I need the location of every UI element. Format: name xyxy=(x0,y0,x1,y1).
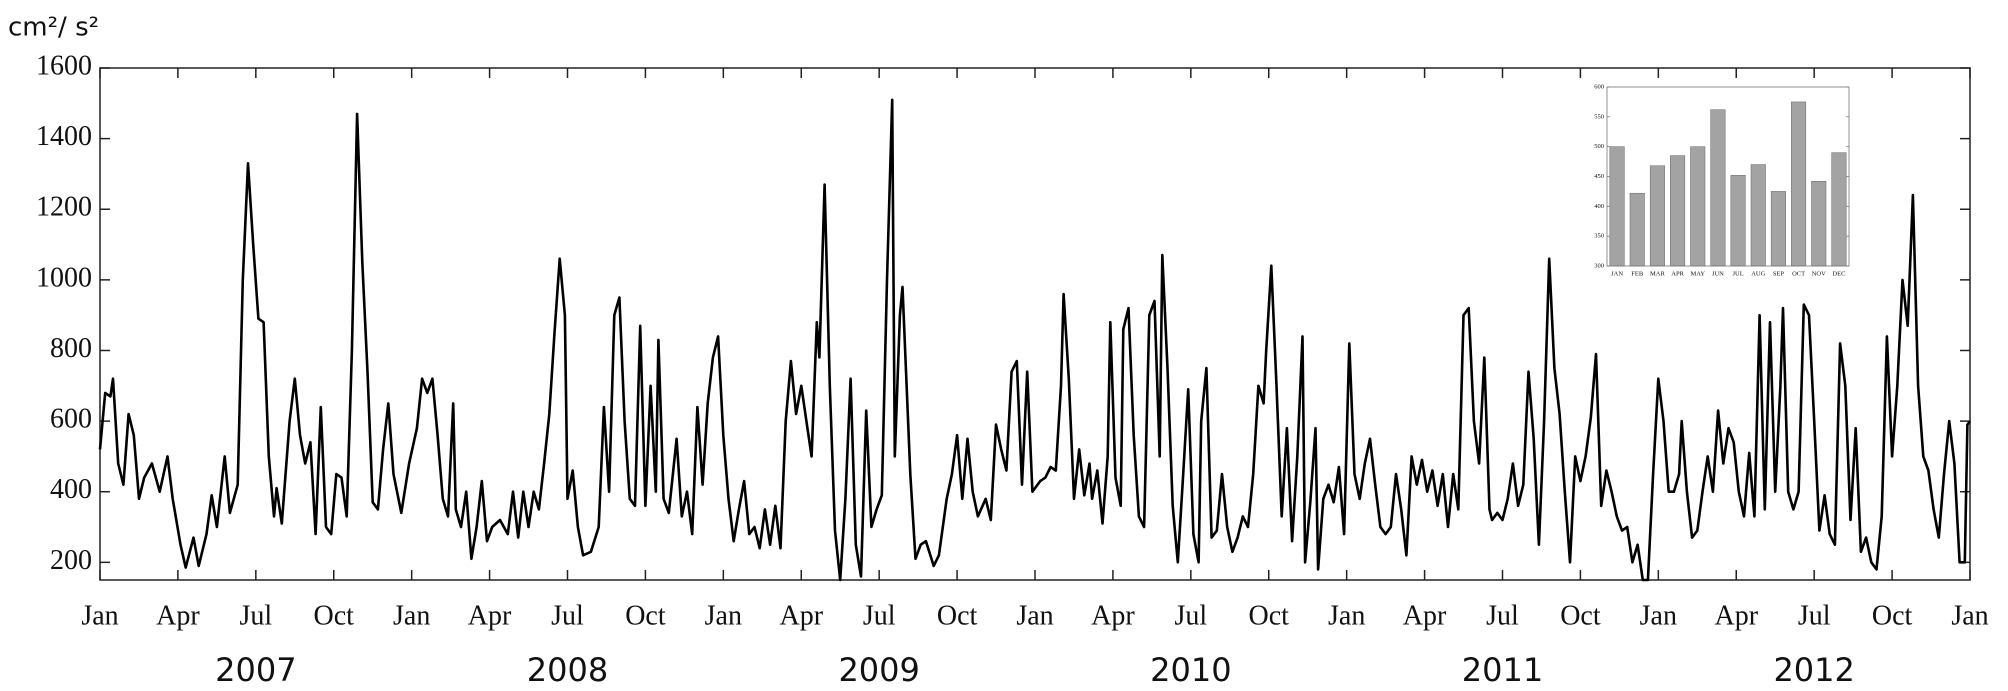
y-axis-label: cm²/ s² xyxy=(8,13,99,43)
y-tick-label: 300 xyxy=(1594,262,1604,269)
bar xyxy=(1811,181,1827,267)
x-tick-label: Oct xyxy=(314,600,355,631)
x-tick-label: Jan xyxy=(1328,600,1365,631)
x-tick-label: Jan xyxy=(393,600,430,631)
inset-frame xyxy=(1606,86,1850,267)
year-label: 2007 xyxy=(215,651,296,689)
x-tick-label: JAN xyxy=(1611,270,1623,277)
year-label: 2011 xyxy=(1462,651,1543,689)
x-tick-label: Oct xyxy=(937,600,978,631)
bar xyxy=(1670,155,1686,267)
x-tick-label: NOV xyxy=(1812,270,1826,277)
x-tick-label: Apr xyxy=(1403,600,1447,631)
year-label: 2009 xyxy=(838,651,919,689)
x-tick-label: Jan xyxy=(705,600,742,631)
y-tick-label: 1400 xyxy=(36,121,92,152)
x-tick-label: MAY xyxy=(1690,270,1705,277)
y-tick-label: 450 xyxy=(1594,173,1604,180)
y-tick-label: 600 xyxy=(50,404,92,435)
year-label: 2008 xyxy=(527,651,608,689)
x-tick-label: Apr xyxy=(779,600,823,631)
bar xyxy=(1609,146,1625,267)
x-tick-label: SEP xyxy=(1773,270,1785,277)
x-tick-label: Jul xyxy=(1798,600,1831,631)
x-tick-label: Oct xyxy=(1560,600,1601,631)
bar xyxy=(1730,175,1746,267)
x-tick-label: AUG xyxy=(1751,270,1765,277)
y-tick-label: 800 xyxy=(50,333,92,364)
x-tick-label: JUN xyxy=(1712,270,1724,277)
x-tick-label: JUL xyxy=(1732,270,1743,277)
bar xyxy=(1649,165,1665,267)
x-tick-label: FEB xyxy=(1631,270,1644,277)
y-tick-label: 1200 xyxy=(36,192,92,223)
y-tick-label: 200 xyxy=(50,545,92,576)
x-tick-label: APR xyxy=(1671,270,1684,277)
x-tick-label: Jan xyxy=(81,600,118,631)
bar xyxy=(1710,109,1726,267)
y-tick-label: 350 xyxy=(1594,233,1604,240)
y-tick-label: 550 xyxy=(1594,113,1604,120)
x-tick-label: Jul xyxy=(863,600,896,631)
inset-background xyxy=(1607,87,1849,266)
y-tick-label: 1600 xyxy=(36,50,92,81)
x-tick-label: Apr xyxy=(468,600,512,631)
year-label: 2012 xyxy=(1773,651,1854,689)
y-tick-label: 400 xyxy=(1594,203,1604,210)
x-tick-label: Oct xyxy=(1249,600,1290,631)
x-tick-label: Apr xyxy=(1714,600,1758,631)
y-tick-label: 600 xyxy=(1594,83,1604,90)
x-tick-label: Apr xyxy=(1091,600,1135,631)
year-label: 2010 xyxy=(1150,651,1231,689)
bar xyxy=(1791,101,1807,267)
y-tick-label: 400 xyxy=(50,474,92,505)
x-tick-label: Oct xyxy=(625,600,666,631)
x-tick-label: Jul xyxy=(1174,600,1207,631)
x-tick-label: Jan xyxy=(1016,600,1053,631)
x-tick-label: Jan xyxy=(1640,600,1677,631)
data-line xyxy=(98,98,1972,582)
y-tick-label: 500 xyxy=(1594,143,1604,150)
x-tick-label: Apr xyxy=(156,600,200,631)
x-tick-label: DEC xyxy=(1832,270,1845,277)
x-tick-label: Jan xyxy=(1951,600,1988,631)
bar xyxy=(1750,164,1766,267)
bar xyxy=(1770,191,1786,267)
bar xyxy=(1690,146,1706,267)
bar xyxy=(1629,192,1645,267)
x-tick-label: Jul xyxy=(1486,600,1519,631)
x-tick-label: MAR xyxy=(1650,270,1665,277)
y-tick-label: 1000 xyxy=(36,262,92,293)
x-tick-label: Oct xyxy=(1872,600,1913,631)
x-tick-label: OCT xyxy=(1792,270,1805,277)
x-tick-label: Jul xyxy=(551,600,584,631)
bar xyxy=(1831,152,1847,267)
x-tick-label: Jul xyxy=(239,600,272,631)
